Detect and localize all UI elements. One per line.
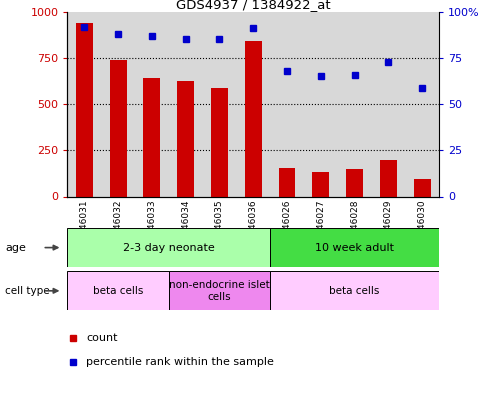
Bar — [110, 60, 127, 196]
Bar — [211, 88, 228, 196]
Bar — [76, 23, 93, 196]
Title: GDS4937 / 1384922_at: GDS4937 / 1384922_at — [176, 0, 330, 11]
Bar — [270, 228, 439, 267]
Bar — [270, 271, 439, 310]
Bar — [312, 173, 329, 196]
Bar — [405, 12, 439, 196]
Text: non-endocrine islet
cells: non-endocrine islet cells — [169, 280, 270, 301]
Bar — [372, 12, 405, 196]
Bar — [270, 12, 304, 196]
Bar — [346, 169, 363, 196]
Text: percentile rank within the sample: percentile rank within the sample — [86, 356, 274, 367]
Bar — [278, 168, 295, 196]
Bar — [67, 12, 101, 196]
Bar — [143, 78, 160, 196]
Text: count: count — [86, 333, 118, 343]
Text: beta cells: beta cells — [93, 286, 143, 296]
Bar — [169, 12, 203, 196]
Bar — [380, 160, 397, 196]
Text: 10 week adult: 10 week adult — [315, 242, 394, 253]
Bar — [203, 12, 237, 196]
Bar — [169, 271, 270, 310]
Bar — [101, 12, 135, 196]
Text: beta cells: beta cells — [329, 286, 380, 296]
Text: 2-3 day neonate: 2-3 day neonate — [123, 242, 215, 253]
Bar — [338, 12, 372, 196]
Text: age: age — [5, 242, 26, 253]
Bar — [67, 271, 169, 310]
Bar — [245, 41, 261, 196]
Text: cell type: cell type — [5, 286, 49, 296]
Bar — [135, 12, 169, 196]
Bar — [237, 12, 270, 196]
Bar — [304, 12, 338, 196]
Bar — [414, 179, 431, 196]
Bar — [177, 81, 194, 196]
Bar — [67, 228, 270, 267]
